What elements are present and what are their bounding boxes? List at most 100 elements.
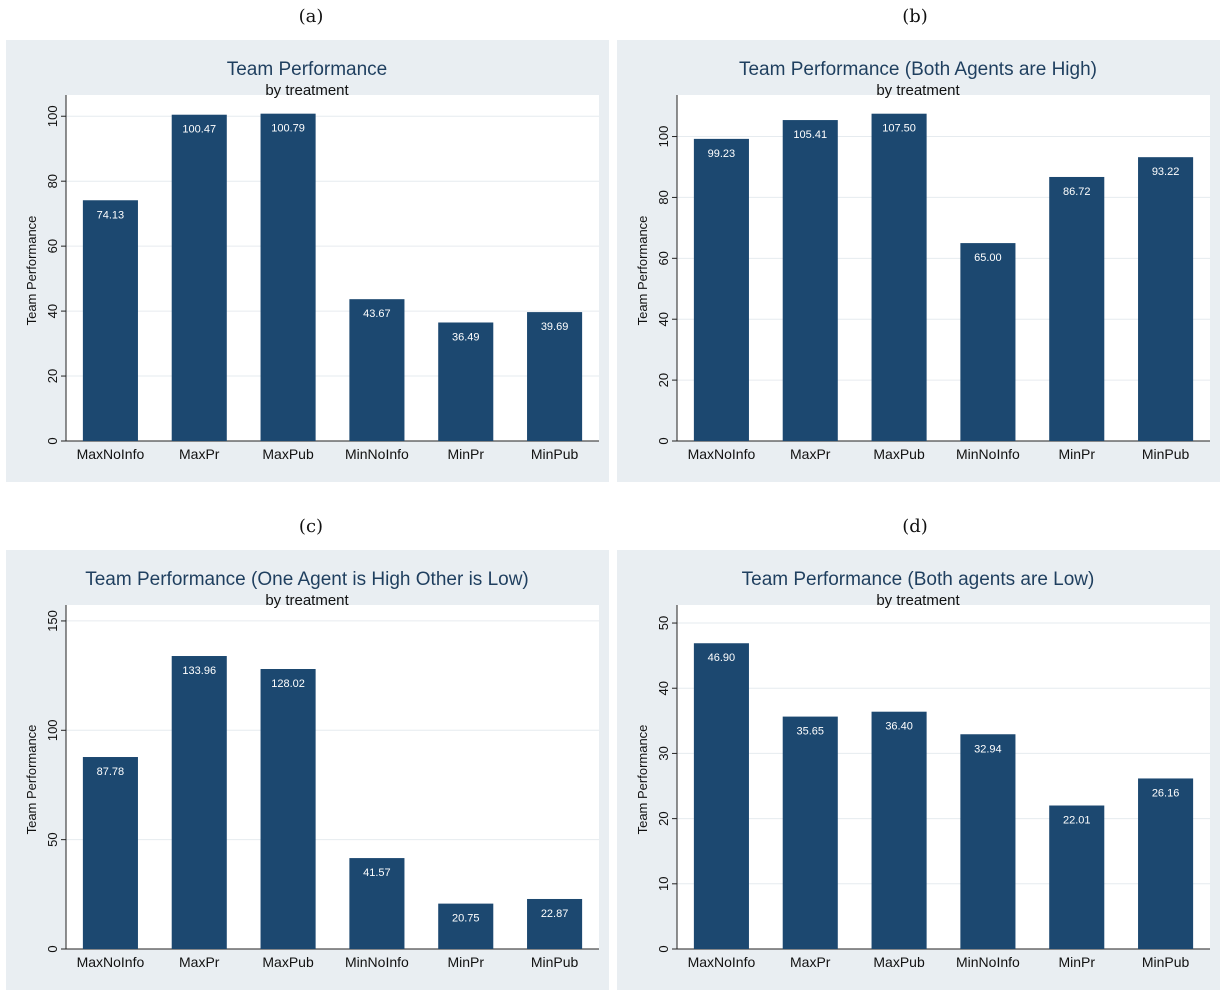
y-tick-label: 100 [656, 126, 671, 148]
chart-d-svg: Team Performance (Both agents are Low) by… [635, 569, 1210, 970]
bar [693, 138, 749, 441]
y-tick-label: 60 [656, 251, 671, 265]
chart-title: Team Performance [227, 59, 388, 80]
chart-c-svg: Team Performance (One Agent is High Othe… [24, 569, 599, 970]
bar [960, 243, 1016, 441]
bar-value-label: 99.23 [708, 148, 736, 160]
bar-value-label: 74.13 [97, 209, 125, 221]
x-tick-label: MinNoInfo [345, 954, 409, 970]
bar-value-label: 39.69 [541, 321, 569, 333]
x-tick-label: MaxNoInfo [688, 446, 756, 462]
bar [1049, 176, 1105, 441]
y-tick-label: 40 [656, 681, 671, 695]
x-tick-label: MinNoInfo [956, 954, 1020, 970]
x-tick-label: MinPub [531, 446, 579, 462]
bar [171, 656, 227, 949]
bar-value-label: 35.65 [796, 726, 824, 738]
x-tick-label: MaxPr [790, 446, 831, 462]
bar [1138, 778, 1194, 949]
bar-value-label: 100.47 [182, 124, 216, 136]
panel-label-c: (c) [298, 516, 324, 537]
bar-value-label: 65.00 [974, 252, 1002, 264]
bar-value-label: 22.01 [1063, 815, 1091, 827]
y-tick-label: 40 [656, 312, 671, 326]
y-tick-label: 0 [45, 945, 60, 952]
bar [82, 757, 138, 949]
y-tick-label: 60 [45, 239, 60, 253]
bar [438, 322, 494, 441]
bar-value-label: 100.79 [271, 123, 305, 135]
chart-panel-c: Team Performance (One Agent is High Othe… [6, 550, 609, 990]
x-tick-label: MaxPr [179, 446, 220, 462]
y-axis-label: Team Performance [635, 216, 650, 326]
panel-label-d: (d) [902, 516, 928, 537]
x-tick-label: MinNoInfo [956, 446, 1020, 462]
x-tick-label: MinPub [1142, 954, 1190, 970]
x-tick-label: MinPr [1058, 954, 1095, 970]
bar-value-label: 128.02 [271, 678, 305, 690]
bar [1138, 157, 1194, 441]
y-tick-label: 20 [656, 373, 671, 387]
chart-subtitle: by treatment [876, 82, 960, 99]
bar-value-label: 32.94 [974, 743, 1002, 755]
y-tick-label: 100 [45, 105, 60, 127]
x-tick-label: MaxNoInfo [688, 954, 756, 970]
bar [782, 716, 838, 949]
bar-value-label: 86.72 [1063, 186, 1091, 198]
bar-value-label: 43.67 [363, 308, 391, 320]
bar-value-label: 93.22 [1152, 166, 1180, 178]
chart-subtitle: by treatment [265, 592, 349, 609]
bar [871, 113, 927, 441]
chart-subtitle: by treatment [876, 592, 960, 609]
plot-area [677, 605, 1210, 949]
x-tick-label: MaxNoInfo [77, 446, 145, 462]
chart-title: Team Performance (Both Agents are High) [739, 59, 1097, 80]
bar [871, 711, 927, 949]
y-tick-label: 50 [656, 616, 671, 630]
bar [960, 734, 1016, 949]
x-tick-label: MaxPub [262, 446, 314, 462]
chart-b-svg: Team Performance (Both Agents are High) b… [635, 59, 1210, 462]
chart-a-svg: Team Performance by treatment 0 20 40 60 80 100… [24, 59, 599, 462]
bar-value-label: 133.96 [182, 665, 216, 677]
bar [527, 898, 583, 949]
y-tick-label: 0 [656, 437, 671, 444]
bar-value-label: 105.41 [793, 129, 827, 141]
y-tick-label: 30 [656, 746, 671, 760]
y-tick-label: 100 [45, 719, 60, 741]
bar [527, 312, 583, 441]
x-tick-label: MaxPub [262, 954, 314, 970]
plot-area [66, 95, 599, 441]
y-tick-label: 40 [45, 304, 60, 318]
x-tick-label: MinNoInfo [345, 446, 409, 462]
x-tick-label: MaxPr [179, 954, 220, 970]
bar [260, 669, 316, 949]
bar-value-label: 41.57 [363, 867, 391, 879]
bar [349, 858, 405, 949]
y-tick-label: 10 [656, 877, 671, 891]
x-tick-label: MinPr [447, 954, 484, 970]
bar-value-label: 107.50 [882, 123, 916, 135]
y-axis-label: Team Performance [635, 725, 650, 835]
bar-value-label: 36.40 [885, 721, 913, 733]
panel-label-a: (a) [298, 6, 324, 27]
chart-subtitle: by treatment [265, 82, 349, 99]
chart-panel-b: Team Performance (Both Agents are High) b… [617, 40, 1220, 482]
x-tick-label: MinPub [531, 954, 579, 970]
x-tick-label: MaxPub [873, 954, 925, 970]
y-axis-label: Team Performance [24, 216, 39, 326]
y-tick-label: 80 [656, 190, 671, 204]
x-tick-label: MinPub [1142, 446, 1190, 462]
x-tick-label: MinPr [447, 446, 484, 462]
chart-title: Team Performance (Both agents are Low) [742, 569, 1095, 590]
y-tick-label: 0 [656, 945, 671, 952]
bar [82, 200, 138, 441]
panel-label-b: (b) [902, 6, 928, 27]
y-axis-label: Team Performance [24, 725, 39, 835]
bar [1049, 805, 1105, 949]
chart-panel-d: Team Performance (Both agents are Low) by… [617, 550, 1220, 990]
y-tick-label: 50 [45, 832, 60, 846]
y-tick-label: 80 [45, 174, 60, 188]
bar [438, 903, 494, 949]
x-tick-label: MaxNoInfo [77, 954, 145, 970]
